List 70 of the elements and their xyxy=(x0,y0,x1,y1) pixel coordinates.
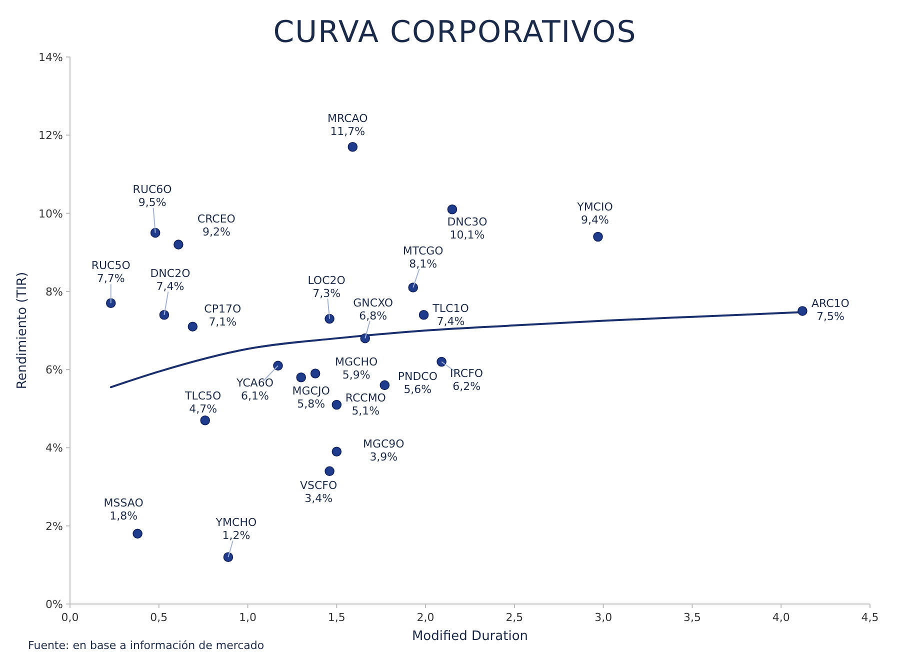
annotation: MGC9O 3,9% xyxy=(362,438,405,464)
source-note: Fuente: en base a información de mercado xyxy=(28,639,264,652)
point xyxy=(188,322,198,332)
annotation: RUC6O 9,5% xyxy=(132,182,172,209)
point xyxy=(159,310,170,320)
annotation: IRCFO 6,2% xyxy=(450,366,484,393)
point xyxy=(223,552,234,562)
x-tick-label: 3,0 xyxy=(594,611,612,624)
point xyxy=(200,415,210,426)
annotation: MRCAO 11,7% xyxy=(328,112,368,138)
annotation: LOC2O 7,3% xyxy=(308,274,346,300)
chart-title: CURVA CORPORATIVOS xyxy=(273,15,637,50)
point xyxy=(296,372,306,382)
y-tick-label: 12% xyxy=(38,129,63,142)
point xyxy=(593,232,603,242)
point xyxy=(310,368,320,378)
x-tick-label: 2,0 xyxy=(416,611,434,624)
x-tick-label: 4,0 xyxy=(772,611,790,624)
x-tick-label: 3,5 xyxy=(683,611,701,624)
y-tick-label: 2% xyxy=(46,520,63,533)
x-axis-title: Modified Duration xyxy=(412,629,528,644)
x-tick-label: 1,0 xyxy=(239,611,257,624)
point xyxy=(273,360,283,371)
point xyxy=(324,466,334,476)
y-tick-label: 4% xyxy=(46,442,63,455)
point xyxy=(332,446,342,457)
x-tick-label: 0,5 xyxy=(150,611,168,624)
x-tick-label: 1,5 xyxy=(328,611,346,624)
annotation: CRCEO 9,2% xyxy=(197,212,236,239)
annotation: YMCHO 1,2% xyxy=(214,516,257,542)
y-tick-label: 0% xyxy=(46,598,63,611)
point xyxy=(418,310,429,320)
annotation: MGCJO 5,8% xyxy=(292,384,330,410)
x-tick-label: 2,5 xyxy=(506,611,524,624)
y-tick-label: 6% xyxy=(46,364,63,377)
point xyxy=(324,314,334,324)
annotation: TLC5O 4,7% xyxy=(184,389,222,416)
annotation: TLC1O 7,4% xyxy=(432,302,470,328)
annotation: YCA6O 6,1% xyxy=(236,376,274,403)
point xyxy=(174,240,184,250)
annotation: VSCFO 3,4% xyxy=(300,479,338,506)
annotation: RUC5O 7,7% xyxy=(91,259,131,286)
point xyxy=(332,400,342,410)
point xyxy=(408,282,418,292)
point xyxy=(348,142,358,152)
point xyxy=(150,228,160,238)
point xyxy=(360,333,370,344)
y-axis-title: Rendimiento (TIR) xyxy=(15,272,30,390)
annotation: CP17O 7,1% xyxy=(204,302,242,329)
y-tick-label: 14% xyxy=(38,51,63,64)
annotation: MSSAO 1,8% xyxy=(104,496,144,523)
annotation: DNC2O 7,4% xyxy=(150,266,191,293)
annotation: GNCXO 6,8% xyxy=(353,296,394,322)
annotation: ARC1O 7,5% xyxy=(811,296,850,323)
annotation: DNC3O 10,1% xyxy=(447,215,488,242)
annotation: MTCGO 8,1% xyxy=(402,244,444,271)
annotation: PNDCO 5,6% xyxy=(398,370,438,396)
x-tick-label: 4,5 xyxy=(861,611,879,624)
y-tick-label: 8% xyxy=(46,285,63,298)
annotation: YMCIO 9,4% xyxy=(576,200,614,227)
point xyxy=(436,356,446,367)
point xyxy=(132,528,142,539)
point xyxy=(380,380,390,390)
x-tick-label: 0,0 xyxy=(61,611,79,624)
point xyxy=(106,298,116,308)
annotation: MGCHO 5,9% xyxy=(335,355,378,382)
y-tick-label: 10% xyxy=(38,207,63,220)
annotation: RCCMO 5,1% xyxy=(345,392,386,418)
point xyxy=(798,306,808,316)
point xyxy=(447,204,458,214)
